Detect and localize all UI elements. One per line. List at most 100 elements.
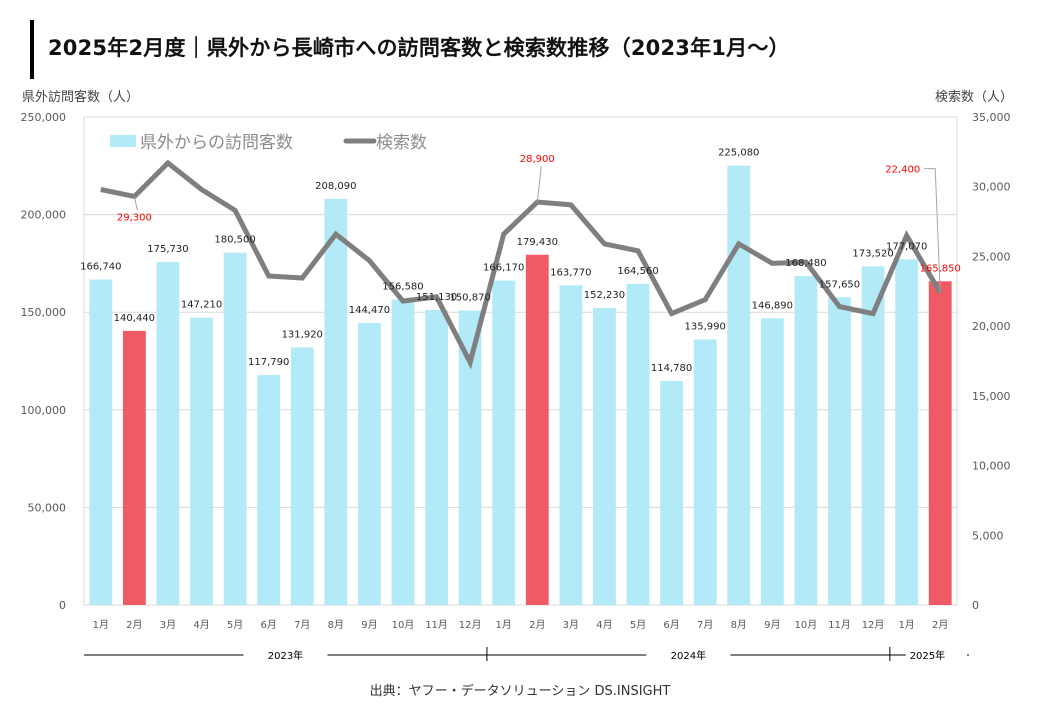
bar-value-label: 147,210	[181, 300, 222, 311]
x-tick-label: 5月	[227, 619, 243, 631]
bar	[122, 330, 146, 605]
right-tick-label: 0	[972, 599, 979, 612]
bar	[660, 380, 684, 605]
bar-value-label: 166,170	[483, 263, 524, 274]
x-tick-label: 12月	[459, 619, 482, 631]
right-tick-label: 15,000	[972, 390, 1011, 403]
x-tick-label: 4月	[193, 619, 209, 631]
bar-series	[89, 165, 952, 606]
x-tick-label: 7月	[697, 619, 713, 631]
bar-value-label: 180,500	[214, 235, 255, 246]
bar-value-label: 150,870	[449, 293, 490, 304]
bar	[895, 259, 919, 605]
bar-value-label: 225,080	[718, 148, 759, 159]
bar	[794, 276, 818, 605]
left-axis-ticks: 0 50,000 100,000 150,000 200,000 250,000	[21, 111, 67, 612]
x-tick-label: 5月	[630, 619, 646, 631]
data-labels: 166,740 140,440 175,730 147,210 180,500 117,7…	[80, 148, 961, 374]
legend-line-label: 検索数	[376, 133, 427, 153]
bar-value-label: 114,780	[651, 363, 692, 374]
year-label: 2025年	[910, 649, 945, 662]
bar	[391, 299, 415, 605]
bar	[324, 198, 348, 605]
bar-value-label: 166,740	[80, 262, 121, 273]
x-tick-label: 11月	[425, 619, 448, 631]
bar	[290, 347, 314, 605]
bar-value-label: 175,730	[147, 244, 188, 255]
x-tick-label: 10月	[795, 619, 818, 631]
right-axis-title: 検索数（人）	[935, 90, 1014, 105]
left-tick-label: 0	[59, 599, 66, 612]
x-tick-label: 2月	[126, 619, 142, 631]
combo-chart: 166,740 140,440 175,730 147,210 180,500 117,7…	[21, 111, 1011, 662]
x-tick-label: 11月	[828, 619, 851, 631]
bar	[425, 309, 448, 605]
legend-bar-label: 県外からの訪問客数	[140, 133, 293, 153]
bar-value-label: 165,850	[920, 263, 961, 274]
x-tick-label: 4月	[596, 619, 612, 631]
line-value-label: 28,900	[520, 154, 555, 165]
bar-value-label: 179,430	[517, 237, 558, 248]
bar-value-label: 151,130	[416, 292, 457, 303]
bar-value-label: 135,990	[684, 322, 725, 333]
x-tick-label: 1月	[898, 619, 914, 631]
x-tick-label: 12月	[862, 619, 885, 631]
x-tick-label: 1月	[93, 619, 109, 631]
line-series	[100, 159, 943, 370]
right-tick-label: 10,000	[972, 460, 1011, 473]
x-tick-label: 2月	[932, 619, 948, 631]
right-tick-label: 35,000	[972, 111, 1011, 124]
bar	[928, 281, 952, 605]
x-axis-ticks: 1月 2月 3月 4月 5月 6月 7月 8月 9月 10月 11月 12月 1月 2月 3月 4月 5月 6月 7…	[93, 619, 949, 631]
right-tick-label: 5,000	[972, 529, 1004, 542]
bar	[223, 252, 247, 605]
x-tick-label: 10月	[392, 619, 415, 631]
x-tick-label: 3月	[160, 619, 176, 631]
bar	[525, 254, 549, 606]
bar-value-label: 117,790	[248, 357, 289, 368]
leader-line	[133, 196, 138, 211]
bar-value-label: 208,090	[315, 181, 356, 192]
x-tick-label: 2月	[529, 619, 545, 631]
bar	[760, 318, 784, 605]
gridlines	[83, 116, 958, 606]
bar	[458, 310, 482, 605]
bar	[156, 261, 180, 605]
source-note: 出典：ヤフー・データソリューション DS.INSIGHT	[369, 684, 671, 699]
right-tick-label: 20,000	[972, 320, 1011, 333]
bar	[89, 279, 113, 605]
x-tick-label: 9月	[764, 619, 780, 631]
bar-value-label: 131,920	[282, 329, 323, 340]
chart-title: 2025年2月度｜県外から長崎市への訪問客数と検索数推移（2023年1月〜）	[48, 36, 790, 60]
x-tick-label: 8月	[328, 619, 344, 631]
x-tick-label: 3月	[563, 619, 579, 631]
bar-value-label: 156,580	[382, 281, 423, 292]
bar	[357, 322, 381, 605]
bar-value-label: 140,440	[114, 313, 155, 324]
legend-bar-swatch	[110, 135, 136, 147]
left-tick-label: 100,000	[21, 404, 67, 417]
x-tick-label: 7月	[294, 619, 310, 631]
title-accent-bar	[30, 20, 34, 79]
bar-value-label: 163,770	[550, 267, 591, 278]
left-tick-label: 150,000	[21, 306, 67, 319]
leader-line	[924, 168, 941, 293]
year-label: 2023年	[268, 649, 303, 662]
bar	[693, 339, 717, 605]
year-label: 2024年	[671, 649, 706, 662]
right-axis-ticks: 0 5,000 10,000 15,000 20,000 25,000 30,000 35,0…	[972, 111, 1011, 612]
legend: 県外からの訪問客数 検索数	[110, 133, 427, 153]
bar-value-label: 146,890	[752, 300, 793, 311]
bar	[593, 307, 616, 605]
left-tick-label: 200,000	[21, 209, 67, 222]
x-tick-label: 8月	[731, 619, 747, 631]
bar	[861, 266, 885, 605]
line-value-label: 29,300	[117, 212, 152, 223]
left-axis-title: 県外訪問客数（人）	[22, 90, 140, 105]
bar	[559, 285, 583, 605]
bar	[626, 283, 650, 605]
search-count-line	[100, 159, 943, 370]
bar	[492, 280, 516, 605]
bar	[190, 317, 213, 605]
bar-value-label: 177,070	[886, 241, 927, 252]
